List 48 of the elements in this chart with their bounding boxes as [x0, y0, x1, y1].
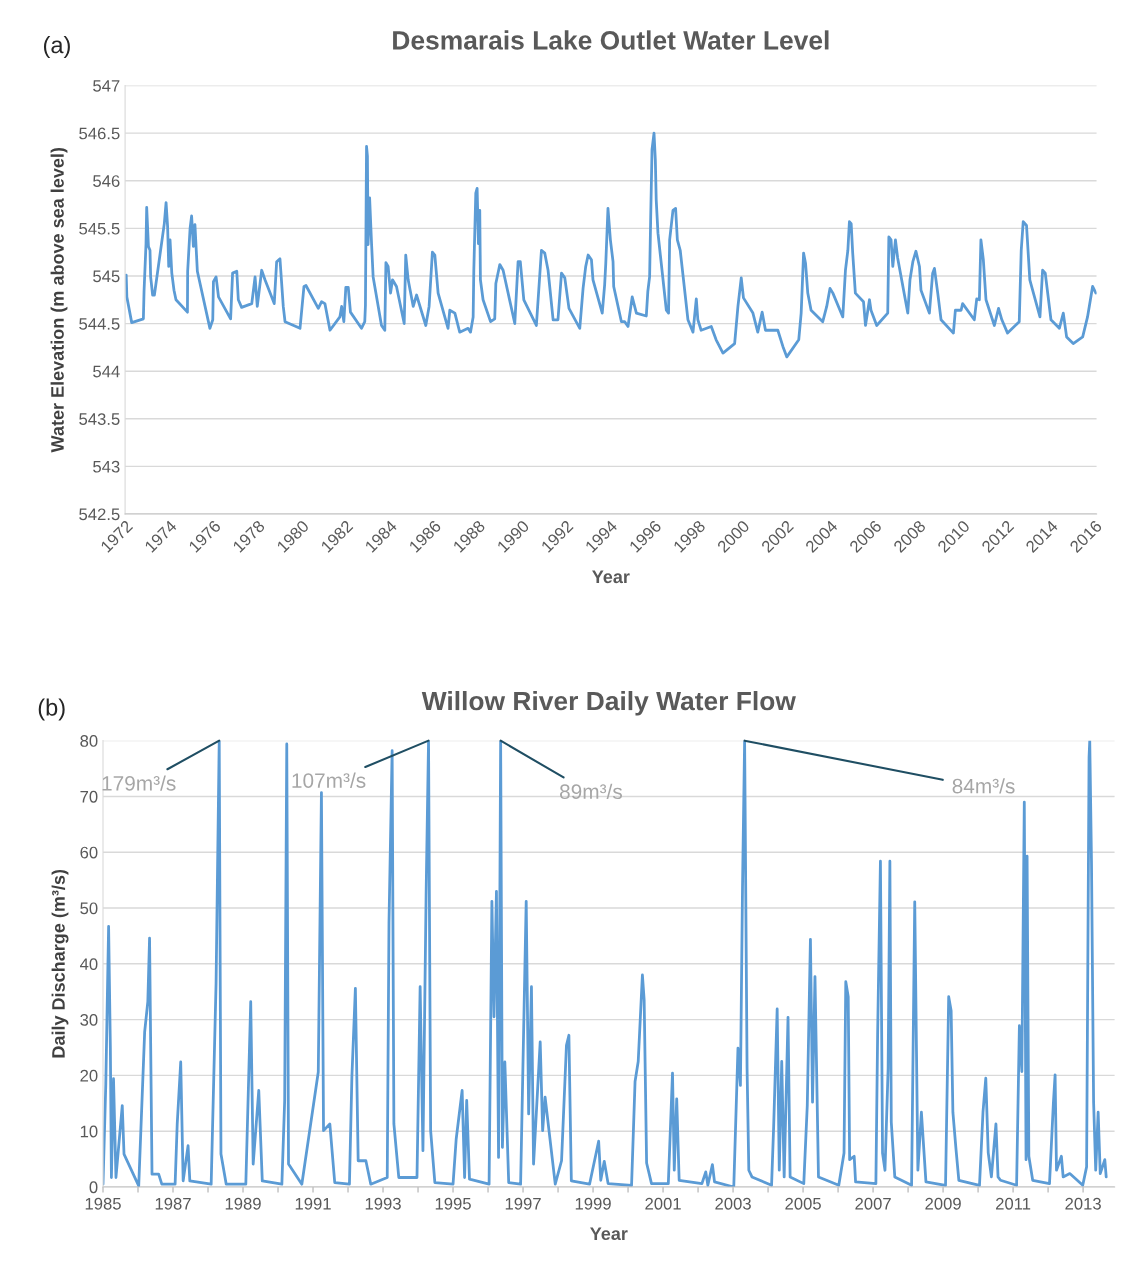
y-tick-label: 0	[89, 1181, 98, 1194]
y-tick-label: 545.5	[79, 222, 120, 235]
y-tick-label: 40	[79, 958, 98, 971]
line-series	[103, 740, 1108, 1187]
x-tick-label: 2003	[715, 1197, 751, 1210]
y-tick-label: 543	[93, 460, 120, 473]
y-tick-label: 543.5	[79, 413, 120, 425]
y-tick-label: 547	[93, 80, 120, 92]
x-tick-label: 1991	[295, 1197, 331, 1210]
x-tick-label: 1985	[85, 1197, 121, 1210]
y-tick-label: 30	[80, 1014, 98, 1026]
annotation: 179m³/s	[102, 775, 176, 791]
x-tick-label: 1997	[505, 1197, 541, 1210]
chart-title: Desmarais Lake Outlet Water Level	[393, 30, 829, 50]
x-tick-label: 1999	[575, 1197, 611, 1210]
x-axis-title: Year	[590, 1227, 628, 1241]
y-tick-label: 546	[93, 175, 120, 187]
y-tick-label: 70	[80, 790, 98, 803]
x-tick-label: 2013	[1065, 1197, 1101, 1210]
y-tick-label: 80	[80, 735, 98, 747]
y-tick-label: 546.5	[79, 127, 120, 140]
y-tick-label: 20	[80, 1069, 98, 1082]
annotation: 107m³/s	[292, 772, 366, 788]
y-axis-title: Daily Discharge (m³/s)	[51, 869, 69, 1058]
annotation: 84m³/s	[952, 778, 1015, 794]
x-tick-label: 2005	[785, 1197, 821, 1210]
y-tick-label: 544.5	[79, 318, 120, 330]
chart-title: Willow River Daily Water Flow	[421, 690, 796, 716]
y-tick-label: 50	[80, 902, 98, 915]
text: (a)	[43, 35, 70, 58]
x-tick-label: 1987	[155, 1197, 191, 1210]
y-tick-label: 544	[93, 365, 120, 378]
text: (b)	[38, 698, 65, 721]
x-tick-label: 2009	[925, 1197, 961, 1210]
y-axis-title: Water Elevation (m above sea level)	[50, 147, 68, 453]
x-tick-label: 2011	[996, 1197, 1031, 1210]
x-tick-label: 1989	[225, 1197, 261, 1210]
x-tick-label: 2001	[645, 1197, 681, 1210]
y-tick-label: 545	[93, 270, 120, 283]
line-series	[125, 131, 1097, 359]
x-tick-label: 1993	[365, 1197, 401, 1210]
x-tick-label: 1995	[435, 1197, 471, 1210]
y-tick-label: 60	[80, 846, 98, 859]
x-tick-label: 2007	[855, 1197, 891, 1210]
x-axis-title: Year	[592, 570, 630, 584]
annotation: 89m³/s	[560, 783, 623, 800]
y-tick-label: 10	[80, 1125, 98, 1138]
y-tick-label: 542.5	[79, 508, 120, 521]
